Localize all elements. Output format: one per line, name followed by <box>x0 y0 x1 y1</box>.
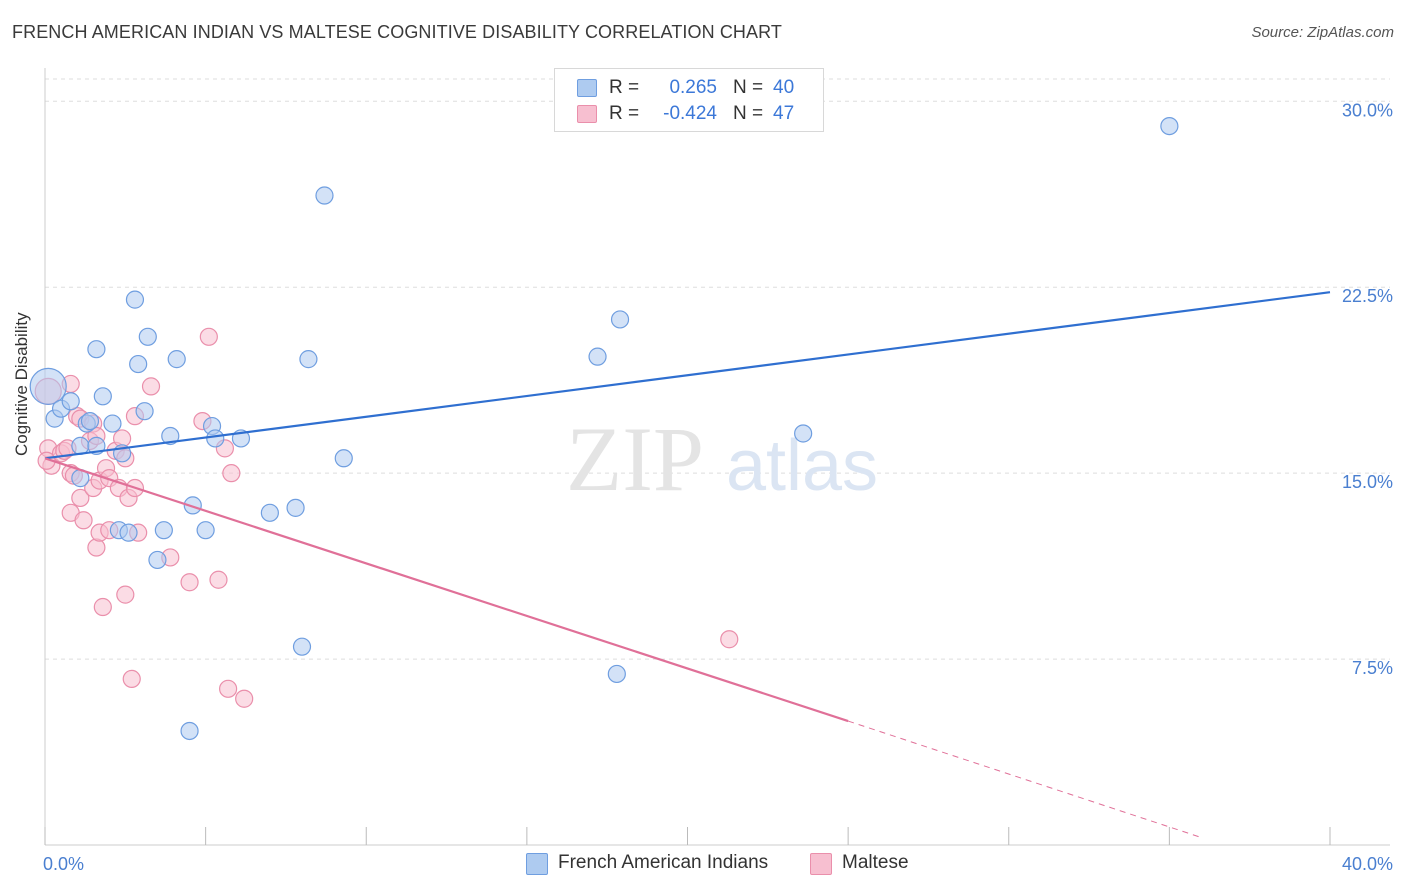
data-point-french-american-indians <box>154 521 173 540</box>
legend-swatch-blue <box>577 79 597 97</box>
y-tick-label: 22.5% <box>1342 286 1393 306</box>
legend-r-label: R = <box>609 103 640 124</box>
watermark-zip: ZIP <box>566 408 704 510</box>
legend-swatch-blue <box>526 853 548 875</box>
data-point-maltese <box>87 538 106 557</box>
legend-n-value: 47 <box>773 103 795 124</box>
data-point-french-american-indians <box>794 424 813 443</box>
data-point-maltese <box>209 570 228 589</box>
trend-line-french-american-indians <box>44 291 1331 460</box>
data-point-maltese <box>93 597 112 617</box>
legend-swatch-pink <box>810 853 832 875</box>
data-point-french-american-indians <box>167 350 186 369</box>
points-layer <box>29 117 1179 741</box>
data-point-maltese <box>74 511 93 530</box>
data-point-maltese <box>141 377 161 396</box>
data-point-french-american-indians <box>180 721 199 741</box>
data-point-french-american-indians <box>183 496 202 515</box>
data-point-french-american-indians <box>29 367 67 405</box>
data-point-french-american-indians <box>93 387 112 406</box>
data-point-french-american-indians <box>260 503 279 522</box>
y-tick-label: 15.0% <box>1342 472 1393 492</box>
data-point-french-american-indians <box>206 429 225 448</box>
data-point-french-american-indians <box>607 664 626 684</box>
x-tick-label: 40.0% <box>1342 854 1393 874</box>
data-point-maltese <box>180 573 199 592</box>
data-point-maltese <box>199 327 218 346</box>
x-tick-label: 0.0% <box>43 854 84 874</box>
data-point-maltese <box>71 488 90 508</box>
chart-title: FRENCH AMERICAN INDIAN VS MALTESE COGNIT… <box>12 22 782 42</box>
data-point-maltese <box>122 669 141 689</box>
legend-r-label: R = <box>609 77 640 98</box>
legend-r-value: -0.424 <box>663 103 717 124</box>
data-point-french-american-indians <box>138 327 157 346</box>
legend-n-label: N = <box>733 103 764 124</box>
tick-labels-layer: 7.5% 15.0% 22.5% 30.0% 0.0% 40.0% <box>43 100 1393 874</box>
data-point-french-american-indians <box>292 637 312 656</box>
data-point-french-american-indians <box>161 426 180 446</box>
data-point-french-american-indians <box>129 354 148 374</box>
y-axis-label: Cognitive Disability <box>12 312 31 456</box>
data-point-french-american-indians <box>1160 117 1179 136</box>
data-point-french-american-indians <box>125 290 145 309</box>
y-tick-label: 30.0% <box>1342 100 1393 120</box>
source-credit: Source: ZipAtlas.com <box>1251 24 1394 41</box>
data-point-french-american-indians <box>61 392 80 411</box>
legend-label: Maltese <box>842 852 909 873</box>
legend-label: French American Indians <box>558 852 769 873</box>
data-point-maltese <box>222 464 241 483</box>
trend-line-maltese-extrapolated <box>847 720 1202 839</box>
data-point-french-american-indians <box>286 498 305 517</box>
data-point-maltese <box>720 630 739 649</box>
grid-layer <box>45 78 1390 660</box>
data-point-maltese <box>116 585 135 604</box>
axes-layer <box>44 68 1390 846</box>
data-point-maltese <box>219 679 238 698</box>
legend-n-value: 40 <box>773 77 795 98</box>
data-point-french-american-indians <box>135 402 154 421</box>
legend-swatch-pink <box>577 105 597 123</box>
data-point-maltese <box>235 689 254 708</box>
stats-legend: R = 0.265 N = 40 R = -0.424 N = 47 <box>554 68 824 132</box>
data-point-french-american-indians <box>87 340 106 359</box>
data-point-french-american-indians <box>610 310 630 329</box>
legend-n-label: N = <box>733 77 764 98</box>
data-point-french-american-indians <box>315 186 334 205</box>
data-point-french-american-indians <box>588 347 607 366</box>
legend-r-value: 0.265 <box>669 77 717 98</box>
data-point-french-american-indians <box>103 414 122 433</box>
y-tick-label: 7.5% <box>1352 658 1393 678</box>
data-point-french-american-indians <box>334 449 353 468</box>
data-point-french-american-indians <box>80 411 100 431</box>
data-point-french-american-indians <box>119 523 138 542</box>
data-point-french-american-indians <box>299 350 318 369</box>
trend-layer <box>44 291 1331 839</box>
trend-line-maltese <box>44 457 849 723</box>
data-point-french-american-indians <box>148 550 167 570</box>
data-point-french-american-indians <box>196 521 215 540</box>
